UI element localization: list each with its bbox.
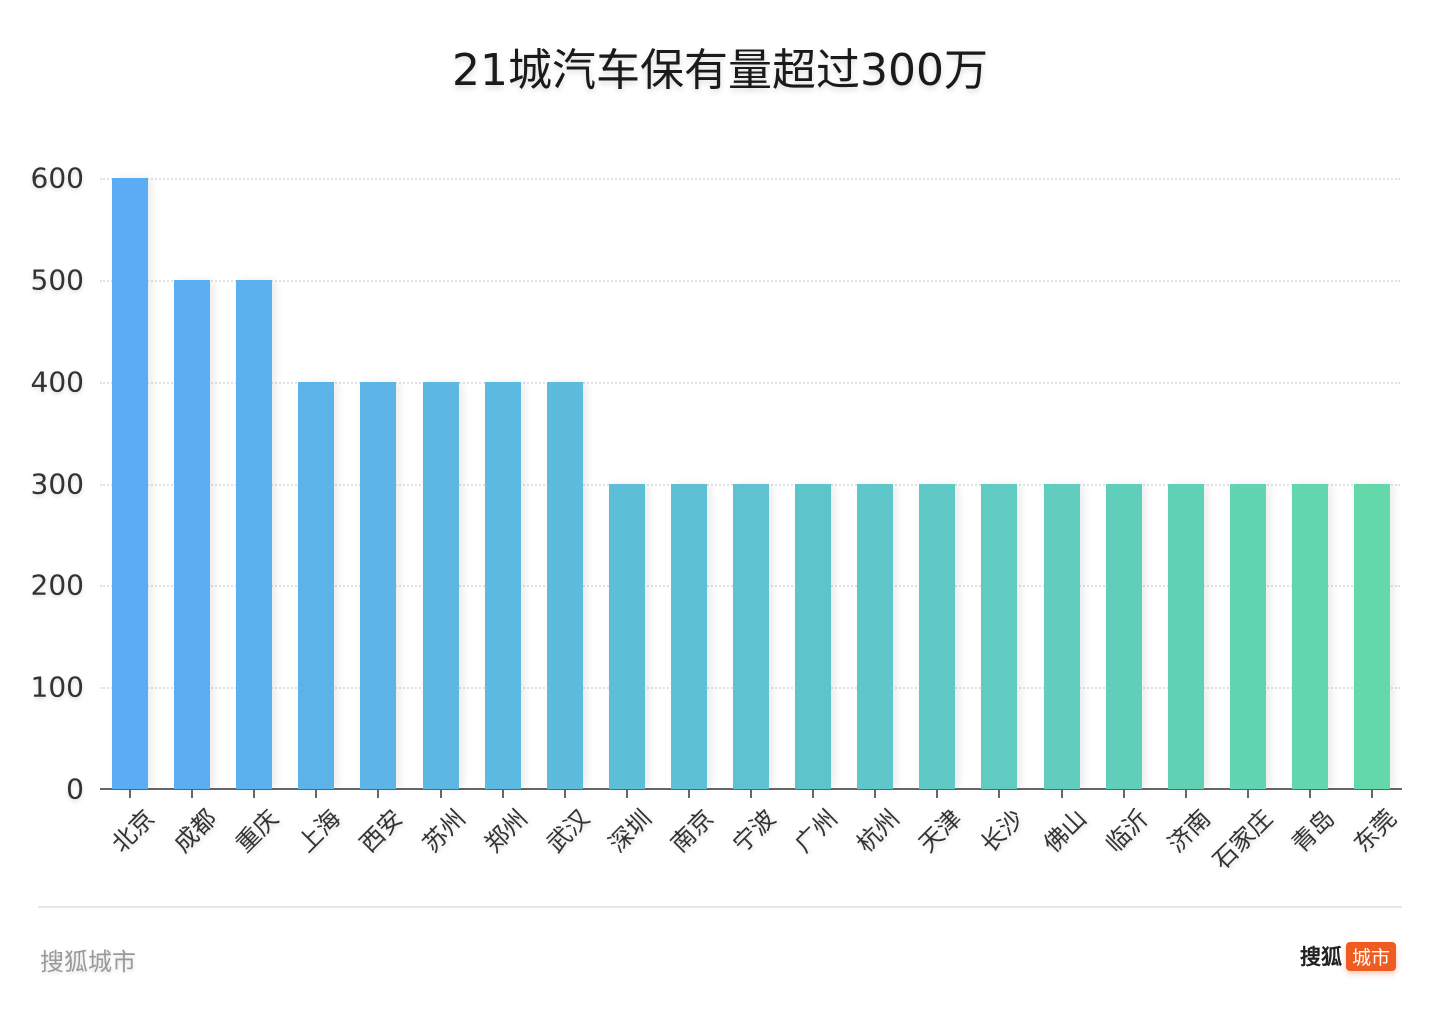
x-axis-tick <box>1060 790 1063 798</box>
x-axis-tick <box>812 790 815 798</box>
x-axis-category-label: 南京 <box>665 804 719 858</box>
grid-line <box>100 178 1400 180</box>
x-axis-category-label: 北京 <box>106 804 161 858</box>
sohu-city-logo: 搜狐 城市 <box>1300 941 1396 971</box>
bar <box>1167 483 1204 789</box>
y-axis-tick-label: 400 <box>30 365 84 399</box>
x-axis-category-label: 杭州 <box>851 804 906 858</box>
x-axis-category-label: 佛山 <box>1037 804 1092 858</box>
x-axis-tick <box>1122 790 1125 798</box>
x-axis-category-label: 成都 <box>168 804 223 858</box>
grid-line <box>100 279 1400 282</box>
bar-chart: 0 100 200 300 400 500 600 北京 成都 重庆 上海 西安 苏州 郑州 武汉 深圳 南京宁… <box>30 161 1403 875</box>
x-axis-tick <box>315 790 318 798</box>
bar <box>608 483 645 789</box>
x-axis-tick <box>377 790 380 798</box>
x-axis-tick <box>253 790 256 798</box>
x-axis-category-label: 重庆 <box>230 804 285 858</box>
x-axis-tick <box>191 790 194 798</box>
y-axis-tick-label: 0 <box>66 772 84 806</box>
bar <box>919 483 956 789</box>
bar <box>1105 483 1142 789</box>
x-axis-tick <box>998 790 1001 798</box>
x-axis-category-label: 天津 <box>913 804 968 858</box>
x-axis-category-label: 东莞 <box>1348 804 1403 858</box>
bar <box>1354 483 1390 789</box>
x-axis-tick <box>1246 790 1249 798</box>
y-axis-tick-label: 500 <box>30 263 84 297</box>
bar <box>484 381 521 789</box>
bar <box>1291 483 1328 789</box>
x-axis-category-label: 石家庄 <box>1207 804 1278 875</box>
bar <box>1043 483 1080 789</box>
bar <box>795 483 832 789</box>
x-axis-tick <box>1184 790 1187 798</box>
bar <box>733 483 769 789</box>
x-axis-category-label: 长沙 <box>975 804 1030 858</box>
x-axis-tick <box>750 790 752 798</box>
x-axis-category-label: 郑州 <box>478 804 533 858</box>
x-axis-tick <box>439 790 442 798</box>
y-axis-tick-label: 600 <box>30 161 84 195</box>
chart-title: 21城汽车保有量超过300万 <box>452 45 988 96</box>
bar <box>981 483 1018 789</box>
bar <box>174 279 211 789</box>
x-axis-tick <box>129 790 131 798</box>
x-axis-tick <box>563 790 566 798</box>
x-axis-tick <box>1371 790 1373 798</box>
y-axis-tick-label: 200 <box>30 568 84 602</box>
x-axis-tick <box>687 790 690 798</box>
bar <box>112 178 148 789</box>
x-axis-tick <box>874 790 877 798</box>
bar <box>546 381 583 789</box>
x-axis-tick <box>936 790 939 798</box>
grid-line <box>100 381 1400 384</box>
y-axis-tick-label: 300 <box>30 467 84 500</box>
x-axis-category-label: 武汉 <box>540 804 595 858</box>
footer-divider <box>38 906 1402 908</box>
bar <box>1229 483 1266 789</box>
x-axis-category-label: 深圳 <box>603 804 657 858</box>
x-axis-category-label: 苏州 <box>416 804 471 858</box>
x-axis-tick <box>1308 790 1311 798</box>
x-axis-line <box>100 788 1402 790</box>
bar <box>857 483 894 789</box>
bar <box>360 381 397 789</box>
y-axis-tick-label: 100 <box>30 670 84 704</box>
x-axis-category-label: 宁波 <box>727 804 782 858</box>
x-axis-category-label: 广州 <box>789 804 844 858</box>
logo-main-text: 搜狐 <box>1299 945 1342 969</box>
source-text: 搜狐城市 <box>40 948 136 976</box>
bar <box>670 483 707 789</box>
bar <box>298 381 335 789</box>
x-axis-category-label: 西安 <box>354 804 409 858</box>
x-axis-category-label: 青岛 <box>1286 804 1340 858</box>
bar <box>422 381 459 789</box>
x-axis-tick <box>501 790 504 798</box>
x-axis-tick <box>625 790 628 798</box>
x-axis-category-label: 上海 <box>292 804 347 858</box>
x-axis-category-label: 临沂 <box>1099 804 1154 858</box>
logo-badge: 城市 <box>1345 941 1396 971</box>
bar <box>236 279 273 789</box>
